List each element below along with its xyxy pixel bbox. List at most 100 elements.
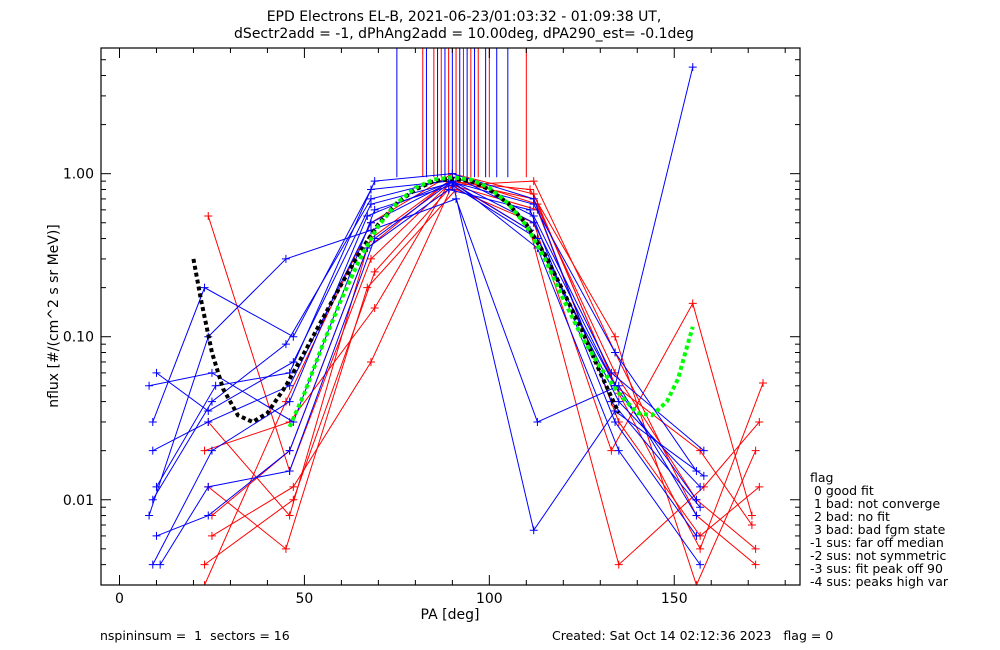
blue-series-point bbox=[529, 526, 538, 535]
x-tick-label: 50 bbox=[295, 591, 313, 607]
red-series-line bbox=[207, 188, 753, 550]
blue-series-line bbox=[152, 180, 705, 565]
blue-series-point bbox=[533, 417, 542, 426]
x-tick-label: 100 bbox=[476, 591, 503, 607]
blue-series-point bbox=[145, 511, 154, 520]
red-series-point bbox=[526, 185, 535, 194]
plot-frame bbox=[100, 47, 801, 586]
blue-series-line bbox=[159, 180, 701, 565]
chart-title-line1: EPD Electrons EL-B, 2021-06-23/01:03:32 … bbox=[267, 9, 662, 25]
legend-item: 2 bad: no fit bbox=[810, 509, 890, 524]
blue-series-point bbox=[204, 511, 213, 520]
red-series-point bbox=[370, 304, 379, 313]
median-curve bbox=[191, 176, 621, 425]
red-series-point bbox=[688, 299, 697, 308]
blue-series-point bbox=[289, 357, 298, 366]
blue-series-point bbox=[285, 446, 294, 455]
red-series-point bbox=[289, 482, 298, 491]
blue-series-point bbox=[207, 368, 216, 377]
red-series-point bbox=[692, 581, 701, 585]
chart-title-line2: dSectr2add = -1, dPhAng2add = 10.00deg, … bbox=[234, 26, 694, 42]
blue-series-point bbox=[204, 407, 213, 416]
blue-series-point bbox=[696, 560, 705, 569]
blue-series-point bbox=[696, 503, 705, 512]
red-series-line bbox=[204, 184, 760, 566]
footer-left: nspininsum = 1 sectors = 16 bbox=[100, 628, 290, 643]
legend: flag 0 good fit 1 bad: not converge 2 ba… bbox=[810, 470, 949, 589]
blue-series-point bbox=[699, 446, 708, 455]
blue-series-point bbox=[688, 63, 697, 72]
blue-series-line bbox=[152, 180, 697, 472]
red-series-point bbox=[200, 581, 209, 585]
blue-series-point bbox=[281, 340, 290, 349]
blue-series-line bbox=[156, 188, 697, 537]
plot-area bbox=[145, 48, 768, 585]
blue-series-point bbox=[529, 212, 538, 221]
red-series-line bbox=[211, 180, 756, 566]
red-series-point bbox=[366, 254, 375, 263]
blue-series-point bbox=[156, 560, 165, 569]
y-tick-label: 0.01 bbox=[63, 493, 94, 509]
red-series-point bbox=[207, 531, 216, 540]
x-axis-label: PA [deg] bbox=[421, 607, 480, 623]
red-series-point bbox=[281, 544, 290, 553]
red-series-point bbox=[751, 544, 760, 553]
legend-title: flag bbox=[810, 470, 833, 485]
red-series-point bbox=[200, 446, 209, 455]
blue-series-point bbox=[611, 417, 620, 426]
legend-item: 3 bad: bad fgm state bbox=[810, 522, 946, 537]
red-series-point bbox=[363, 283, 372, 292]
legend-item: -1 sus: far off median bbox=[810, 535, 944, 550]
legend-item: -2 sus: not symmetric bbox=[810, 548, 946, 563]
red-series-line bbox=[204, 176, 764, 551]
blue-series-point bbox=[148, 417, 157, 426]
red-series-point bbox=[751, 446, 760, 455]
blue-series-point bbox=[370, 177, 379, 186]
red-series-point bbox=[759, 379, 768, 388]
red-series-point bbox=[285, 511, 294, 520]
blue-series-point bbox=[200, 283, 209, 292]
blue-series-line bbox=[152, 176, 705, 501]
blue-series-point bbox=[444, 185, 453, 194]
blue-series-line bbox=[156, 67, 694, 412]
blue-series-point bbox=[148, 495, 157, 504]
blue-series-point bbox=[281, 254, 290, 263]
x-tick-label: 0 bbox=[115, 591, 124, 607]
blue-series-point bbox=[363, 212, 372, 221]
x-tick-label: 150 bbox=[661, 591, 688, 607]
y-tick-label: 1.00 bbox=[63, 167, 94, 183]
blue-series-point bbox=[607, 368, 616, 377]
blue-series-point bbox=[148, 560, 157, 569]
blue-series-point bbox=[696, 482, 705, 491]
red-series-point bbox=[751, 560, 760, 569]
legend-item: 1 bad: not converge bbox=[810, 496, 940, 511]
red-series-line bbox=[204, 173, 753, 585]
blue-series-point bbox=[152, 482, 161, 491]
legend-item: -3 sus: fit peak off 90 bbox=[810, 561, 943, 576]
red-series-point bbox=[747, 521, 756, 530]
blue-series-point bbox=[699, 471, 708, 480]
blue-series-point bbox=[285, 397, 294, 406]
blue-series-point bbox=[611, 348, 620, 357]
blue-series-point bbox=[152, 531, 161, 540]
legend-item: -4 sus: peaks high var bbox=[810, 574, 949, 589]
blue-series-point bbox=[614, 397, 623, 406]
red-series-point bbox=[614, 560, 623, 569]
red-series-point bbox=[366, 357, 375, 366]
red-series-line bbox=[207, 180, 756, 550]
blue-series-point bbox=[366, 200, 375, 209]
blue-series-point bbox=[148, 446, 157, 455]
red-series-point bbox=[755, 417, 764, 426]
footer-right: Created: Sat Oct 14 02:12:36 2023 flag =… bbox=[552, 628, 833, 643]
blue-series-point bbox=[204, 417, 213, 426]
y-tick-label: 0.10 bbox=[63, 330, 94, 346]
red-series-point bbox=[755, 482, 764, 491]
blue-series-point bbox=[211, 381, 220, 390]
blue-series-point bbox=[204, 482, 213, 491]
blue-series-point bbox=[145, 381, 154, 390]
blue-series-point bbox=[285, 467, 294, 476]
red-series-point bbox=[747, 511, 756, 520]
red-series-point bbox=[611, 332, 620, 341]
blue-series-point bbox=[207, 446, 216, 455]
